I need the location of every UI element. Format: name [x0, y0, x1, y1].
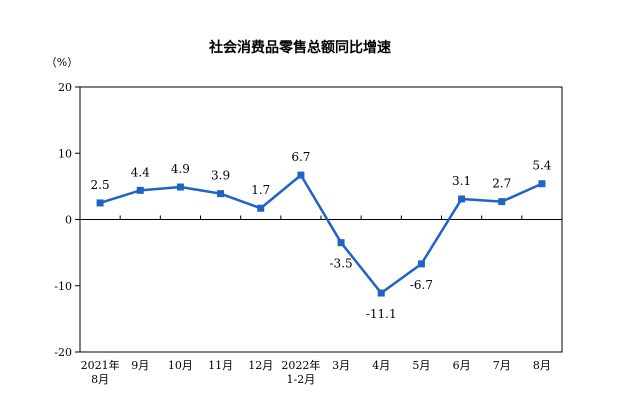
data-label: 3.1 [452, 174, 471, 188]
data-label: -11.1 [366, 307, 397, 321]
x-tick-label: 8月 [533, 359, 551, 372]
x-tick-label: 7月 [493, 359, 511, 372]
data-label: 5.4 [532, 159, 551, 173]
data-label: 3.9 [211, 169, 230, 183]
x-tick-label: 4月 [372, 359, 390, 372]
x-tick-label: 11月 [208, 359, 233, 372]
x-tick-label: 10月 [168, 359, 193, 372]
data-label: 2.5 [91, 178, 110, 192]
data-label: 1.7 [251, 183, 270, 197]
y-tick-label: -10 [54, 280, 72, 293]
data-point [96, 199, 104, 207]
data-label: 6.7 [291, 150, 310, 164]
x-tick-label: 1-2月 [287, 373, 316, 386]
chart-title: 社会消费品零售总额同比增速 [208, 39, 391, 56]
y-tick-label: 10 [58, 147, 72, 160]
x-tick-label: 5月 [412, 359, 430, 372]
y-tick-label: -20 [54, 346, 72, 359]
y-axis: 20 10 0 -10 -20 [54, 81, 80, 359]
data-point [136, 186, 144, 194]
x-tick-label: 6月 [453, 359, 471, 372]
data-point [337, 239, 345, 247]
data-point [176, 183, 184, 191]
data-series: 2.5 4.4 4.9 3.9 1.7 6.7 -3.5 -11.1 -6.7 3.1 2.7 5.4 [91, 150, 552, 321]
data-label: -3.5 [330, 257, 353, 271]
data-label: 4.4 [131, 165, 150, 179]
data-point [498, 198, 506, 206]
data-point [458, 195, 466, 203]
data-label: 4.9 [171, 162, 190, 176]
y-tick-label: 20 [58, 81, 72, 94]
series-line [99, 173, 543, 295]
x-tick-label: 9月 [131, 359, 149, 372]
data-point [538, 180, 546, 188]
data-point [217, 190, 225, 198]
data-label: -6.7 [410, 278, 433, 292]
x-tick-label: 2021年 [81, 358, 120, 372]
data-point [297, 171, 305, 179]
y-tick-label: 0 [65, 214, 72, 227]
data-point [377, 289, 385, 297]
y-unit-label: （%） [46, 56, 78, 69]
x-tick-label: 12月 [248, 359, 273, 372]
x-tick-label: 2022年 [281, 358, 320, 372]
x-tick-label: 8月 [91, 373, 109, 386]
data-label: 2.7 [492, 177, 511, 191]
data-point [417, 260, 425, 268]
data-point [257, 204, 265, 212]
x-tick-label: 3月 [332, 359, 350, 372]
